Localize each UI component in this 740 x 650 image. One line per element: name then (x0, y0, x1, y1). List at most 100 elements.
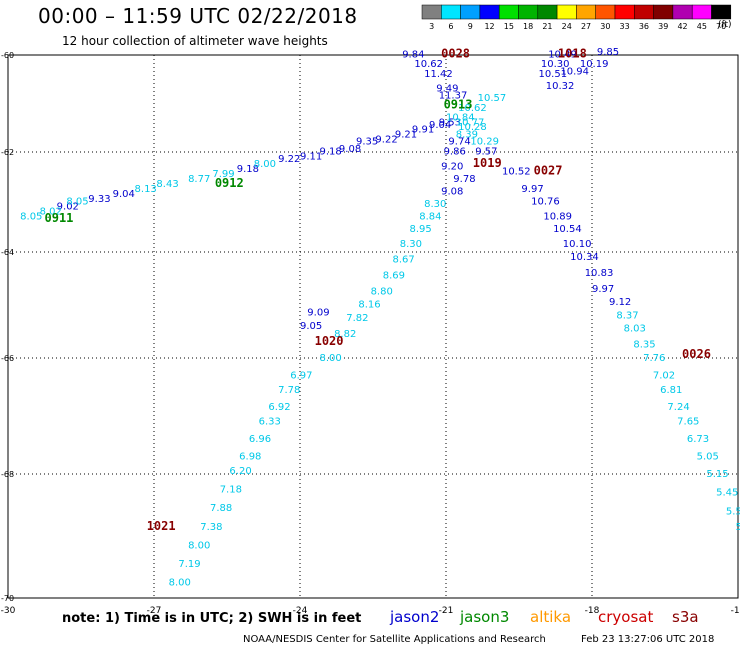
time-label: 0026 (682, 347, 711, 361)
color-scale-swatch (556, 4, 577, 20)
data-label: 8.77 (188, 174, 210, 185)
page-title: 00:00 – 11:59 UTC 02/22/2018 (38, 4, 358, 28)
color-scale-label: 6 (448, 22, 453, 31)
data-label: 8.39 (456, 129, 478, 140)
data-label: 10.49 (548, 49, 577, 60)
color-scale-swatch (518, 4, 539, 20)
data-label: 9.18 (237, 164, 259, 175)
data-label: 10.89 (543, 212, 572, 223)
data-label: 8.00 (188, 540, 210, 551)
data-label: 9.09 (307, 308, 329, 319)
data-label: 10.32 (546, 81, 575, 92)
data-label: 7.99 (212, 169, 234, 180)
color-scale-swatch (691, 4, 712, 20)
color-scale-label: 33 (620, 22, 630, 31)
data-label: 9.20 (441, 162, 463, 173)
data-label: 5.45 (716, 488, 738, 499)
data-label: 9.97 (521, 184, 543, 195)
data-label: 9.08 (441, 187, 463, 198)
time-label: 0912 (215, 176, 244, 190)
color-scale-swatch (614, 4, 635, 20)
data-label: 8.05 (20, 212, 42, 223)
data-label: 7.02 (653, 370, 675, 381)
data-label: 10.83 (585, 268, 614, 279)
data-label: 9.22 (375, 134, 397, 145)
data-label: 8.67 (392, 255, 414, 266)
color-scale-swatch (479, 4, 500, 20)
time-label: 0027 (534, 164, 563, 178)
color-scale-swatch (441, 4, 461, 20)
data-label: 8.16 (358, 300, 380, 311)
data-label: 8.02 (40, 207, 62, 218)
color-scale-label: 12 (484, 22, 494, 31)
legend-item-jason2: jason2 (390, 608, 440, 626)
time-label: 0911 (45, 211, 74, 225)
data-label: 6.97 (290, 370, 312, 381)
data-label: 6.73 (687, 434, 709, 445)
y-tick-label: -70 (1, 594, 14, 603)
color-scale-label: 39 (658, 22, 668, 31)
data-label: 10.52 (502, 167, 531, 178)
legend-item-cryosat: cryosat (598, 608, 654, 626)
data-label: 9.86 (444, 147, 466, 158)
legend-item-jason3: jason3 (460, 608, 510, 626)
data-label: 8.00 (169, 578, 191, 589)
data-label: 7.78 (278, 385, 300, 396)
legend-item-s3a: s3a (672, 608, 699, 626)
data-label: 9.57 (475, 147, 497, 158)
data-label: 8.00 (319, 353, 341, 364)
data-label: 8.80 (371, 286, 393, 297)
x-tick-label: -15 (731, 606, 740, 616)
data-label: 7.88 (210, 503, 232, 514)
legend-item-altika: altika (530, 608, 572, 626)
color-scale-swatch (498, 4, 519, 20)
data-label: 9.21 (395, 129, 417, 140)
data-label: 9.74 (448, 137, 470, 148)
color-scale-swatch (672, 4, 693, 20)
data-label: 9.04 (113, 189, 135, 200)
color-scale-label: 15 (504, 22, 514, 31)
data-label: 9.08 (339, 144, 361, 155)
color-scale-label: 42 (677, 22, 687, 31)
y-tick-label: -64 (1, 248, 14, 257)
data-label: 9.91 (412, 125, 434, 136)
data-label: 10.19 (580, 59, 609, 70)
data-label: 10.10 (563, 239, 592, 250)
time-label: 1020 (315, 334, 344, 348)
data-label: 5.15 (706, 469, 728, 480)
color-scale-label: 27 (581, 22, 591, 31)
data-label: 8.35 (633, 339, 655, 350)
data-label: 5.55 (726, 506, 740, 517)
data-label: 6.81 (660, 385, 682, 396)
x-tick-label: -27 (147, 606, 162, 616)
data-label: 10.77 (456, 117, 485, 128)
data-label: 8.05 (66, 197, 88, 208)
time-label: 1021 (147, 519, 176, 533)
x-tick-label: -18 (585, 606, 600, 616)
color-scale-swatch (460, 4, 481, 20)
data-label: 10.34 (570, 252, 599, 263)
page-subtitle: 12 hour collection of altimeter wave hei… (62, 34, 328, 48)
data-label: 11.42 (424, 69, 453, 80)
data-label: 11.37 (439, 91, 468, 102)
data-label: 8.95 (410, 224, 432, 235)
data-label: 10.94 (560, 66, 589, 77)
data-label: 10.57 (478, 93, 507, 104)
data-label: 8.30 (424, 199, 446, 210)
color-scale-label: 70 (716, 22, 726, 31)
data-label: 9.02 (57, 202, 79, 213)
x-tick-label: -24 (293, 606, 308, 616)
data-label: 7.19 (178, 559, 200, 570)
color-scale-label: 9 (468, 22, 473, 31)
time-label: 0028 (441, 46, 470, 60)
data-label: 5.4 (736, 522, 740, 533)
time-label: 0913 (444, 97, 473, 111)
data-label: 9.49 (436, 83, 458, 94)
color-scale-label: 36 (639, 22, 649, 31)
data-label: 8.37 (616, 310, 638, 321)
color-scale-swatch (421, 4, 442, 20)
x-tick-label: -30 (1, 606, 16, 616)
data-label: 9.04 (429, 120, 451, 131)
data-label: 7.38 (200, 522, 222, 533)
